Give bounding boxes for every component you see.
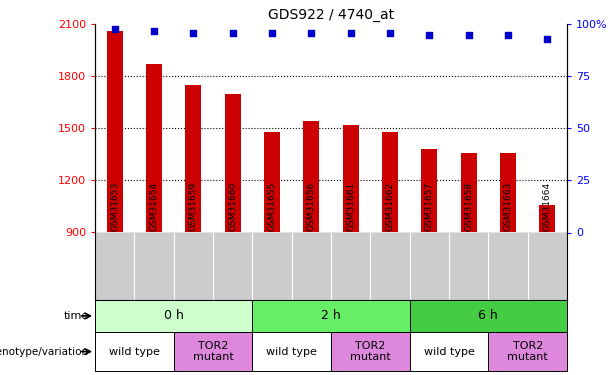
Bar	[539, 205, 555, 232]
Point	[188, 30, 198, 36]
Bar	[422, 149, 437, 232]
Bar	[225, 94, 240, 232]
Text: TOR2
mutant: TOR2 mutant	[192, 341, 234, 362]
Point	[267, 30, 277, 36]
Bar	[461, 153, 476, 232]
Bar	[303, 122, 319, 232]
Point	[503, 32, 513, 38]
Text: 6 h: 6 h	[479, 309, 498, 322]
Bar	[264, 132, 280, 232]
Text: wild type: wild type	[109, 346, 160, 357]
Point	[228, 30, 238, 36]
Point	[385, 30, 395, 36]
Text: wild type: wild type	[424, 346, 474, 357]
Bar	[95, 332, 173, 371]
Text: 2 h: 2 h	[321, 309, 341, 322]
Point	[149, 28, 159, 34]
Point	[306, 30, 316, 36]
Bar	[331, 332, 409, 371]
Bar	[382, 132, 398, 232]
Bar	[186, 85, 201, 232]
Text: TOR2
mutant: TOR2 mutant	[508, 341, 548, 362]
Bar	[107, 31, 123, 232]
Point	[464, 32, 474, 38]
Text: genotype/variation: genotype/variation	[0, 346, 89, 357]
Text: wild type: wild type	[266, 346, 317, 357]
Point	[424, 32, 434, 38]
Point	[543, 36, 552, 42]
Text: 0 h: 0 h	[164, 309, 184, 322]
Title: GDS922 / 4740_at: GDS922 / 4740_at	[268, 8, 394, 22]
Point	[346, 30, 356, 36]
Bar	[409, 332, 489, 371]
Bar	[173, 332, 253, 371]
Bar	[95, 300, 253, 332]
Bar	[489, 332, 567, 371]
Bar	[253, 332, 331, 371]
Text: time: time	[64, 311, 89, 321]
Bar	[500, 153, 516, 232]
Text: TOR2
mutant: TOR2 mutant	[350, 341, 390, 362]
Point	[110, 26, 120, 32]
Bar	[146, 64, 162, 232]
Bar	[253, 300, 409, 332]
Bar	[343, 125, 359, 232]
Bar	[409, 300, 567, 332]
